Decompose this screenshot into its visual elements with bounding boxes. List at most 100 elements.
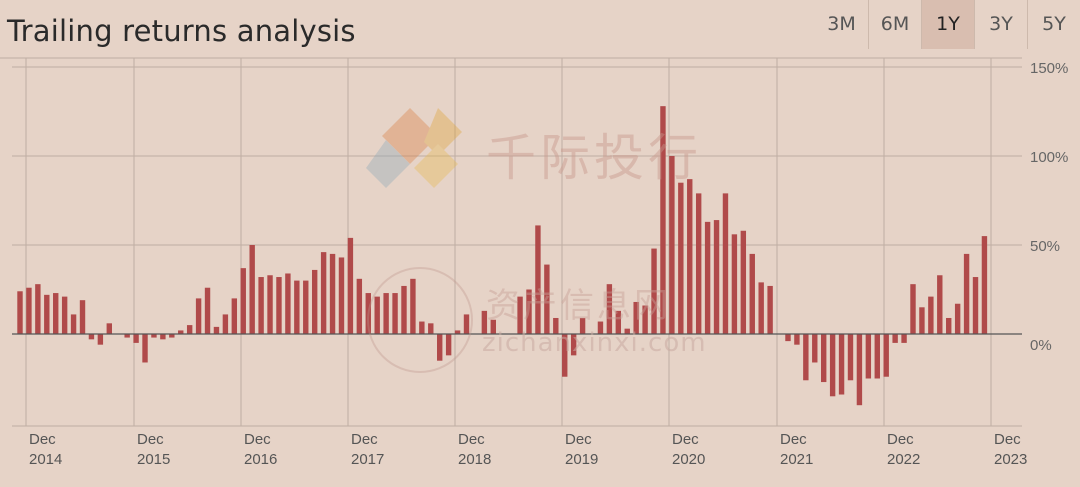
bar [562, 334, 568, 377]
bar [981, 236, 988, 334]
bar [624, 328, 630, 334]
x-tick-label-year: 2015 [137, 451, 170, 468]
x-tick-label-month: Dec [244, 431, 271, 448]
bar [865, 334, 872, 379]
bar [258, 277, 264, 334]
period-tabs: 3M 6M 1Y 3Y 5Y [815, 0, 1080, 49]
bar [383, 293, 389, 334]
bar [642, 305, 648, 334]
x-tick-label-year: 2022 [887, 451, 920, 468]
watermark-seal-icon [367, 267, 473, 373]
bar [740, 230, 747, 334]
bar [463, 314, 470, 334]
bar [276, 277, 282, 334]
bar [17, 291, 23, 334]
bar [946, 317, 952, 334]
bar [294, 280, 300, 334]
bar [954, 303, 961, 334]
x-tick-label-month: Dec [994, 431, 1021, 448]
bar [88, 334, 95, 340]
bar [249, 245, 255, 334]
tab-5y[interactable]: 5Y [1027, 0, 1080, 49]
bar [311, 269, 318, 334]
x-tick-label-month: Dec [137, 431, 164, 448]
bar [803, 334, 809, 381]
tab-3y[interactable]: 3Y [974, 0, 1027, 49]
y-tick-label: 0% [1030, 337, 1052, 354]
bar [70, 314, 77, 334]
bar [320, 252, 327, 334]
bar [606, 284, 613, 334]
bar [972, 277, 979, 334]
bar [445, 334, 452, 356]
bar [597, 321, 604, 334]
y-tick-label: 100% [1030, 149, 1068, 166]
bar [454, 330, 461, 334]
bar [285, 273, 291, 334]
x-tick-label-month: Dec [672, 431, 699, 448]
bar [937, 275, 943, 334]
bar [79, 300, 86, 334]
x-tick-label-year: 2014 [29, 451, 62, 468]
bar [428, 323, 434, 334]
y-tick-label: 50% [1030, 238, 1060, 255]
bar [821, 334, 827, 383]
bar [160, 334, 166, 340]
tab-1y[interactable]: 1Y [921, 0, 974, 49]
x-tick-label-month: Dec [780, 431, 807, 448]
page-title: Trailing returns analysis [7, 14, 356, 48]
bar [124, 334, 130, 338]
bar [535, 225, 541, 334]
bar [410, 278, 416, 334]
x-tick-label-month: Dec [458, 431, 485, 448]
bar [767, 285, 773, 334]
watermark-logo-shape [382, 108, 438, 164]
bar [901, 334, 907, 343]
bar [365, 293, 371, 334]
bar [812, 334, 818, 363]
bar [633, 301, 639, 334]
x-tick-label-month: Dec [887, 431, 914, 448]
bar [338, 257, 345, 334]
bar [579, 317, 586, 334]
bar [695, 193, 702, 334]
x-tick-label-year: 2019 [565, 451, 598, 468]
watermark-logo-shape [366, 140, 410, 188]
bar [204, 287, 211, 334]
bar [678, 182, 684, 334]
bar [963, 253, 970, 334]
bar [883, 334, 889, 377]
bar [437, 334, 443, 361]
bar [713, 220, 720, 334]
tab-3m[interactable]: 3M [827, 13, 856, 35]
bar [133, 334, 139, 343]
x-tick-label-year: 2023 [994, 451, 1027, 468]
tab-6m[interactable]: 6M [868, 0, 921, 49]
bar [570, 334, 577, 356]
bar [660, 106, 666, 334]
x-tick-label-month: Dec [29, 431, 56, 448]
bar [26, 287, 32, 334]
bar [669, 156, 675, 334]
bar [151, 334, 157, 338]
bar [847, 334, 854, 381]
bar [419, 321, 425, 334]
x-tick-label-year: 2018 [458, 451, 491, 468]
bar [169, 334, 175, 338]
bar [553, 317, 559, 334]
bar [794, 334, 800, 345]
bar [267, 275, 273, 334]
bar [910, 284, 916, 334]
watermark-logo-shape [424, 108, 462, 156]
bar [240, 268, 246, 334]
bar [526, 289, 532, 334]
bar [35, 284, 41, 334]
bar [544, 264, 550, 334]
bar [356, 278, 363, 334]
bar [374, 296, 380, 334]
bar [722, 193, 729, 334]
bar [401, 285, 407, 334]
x-tick-label-month: Dec [351, 431, 378, 448]
bar [704, 221, 711, 334]
